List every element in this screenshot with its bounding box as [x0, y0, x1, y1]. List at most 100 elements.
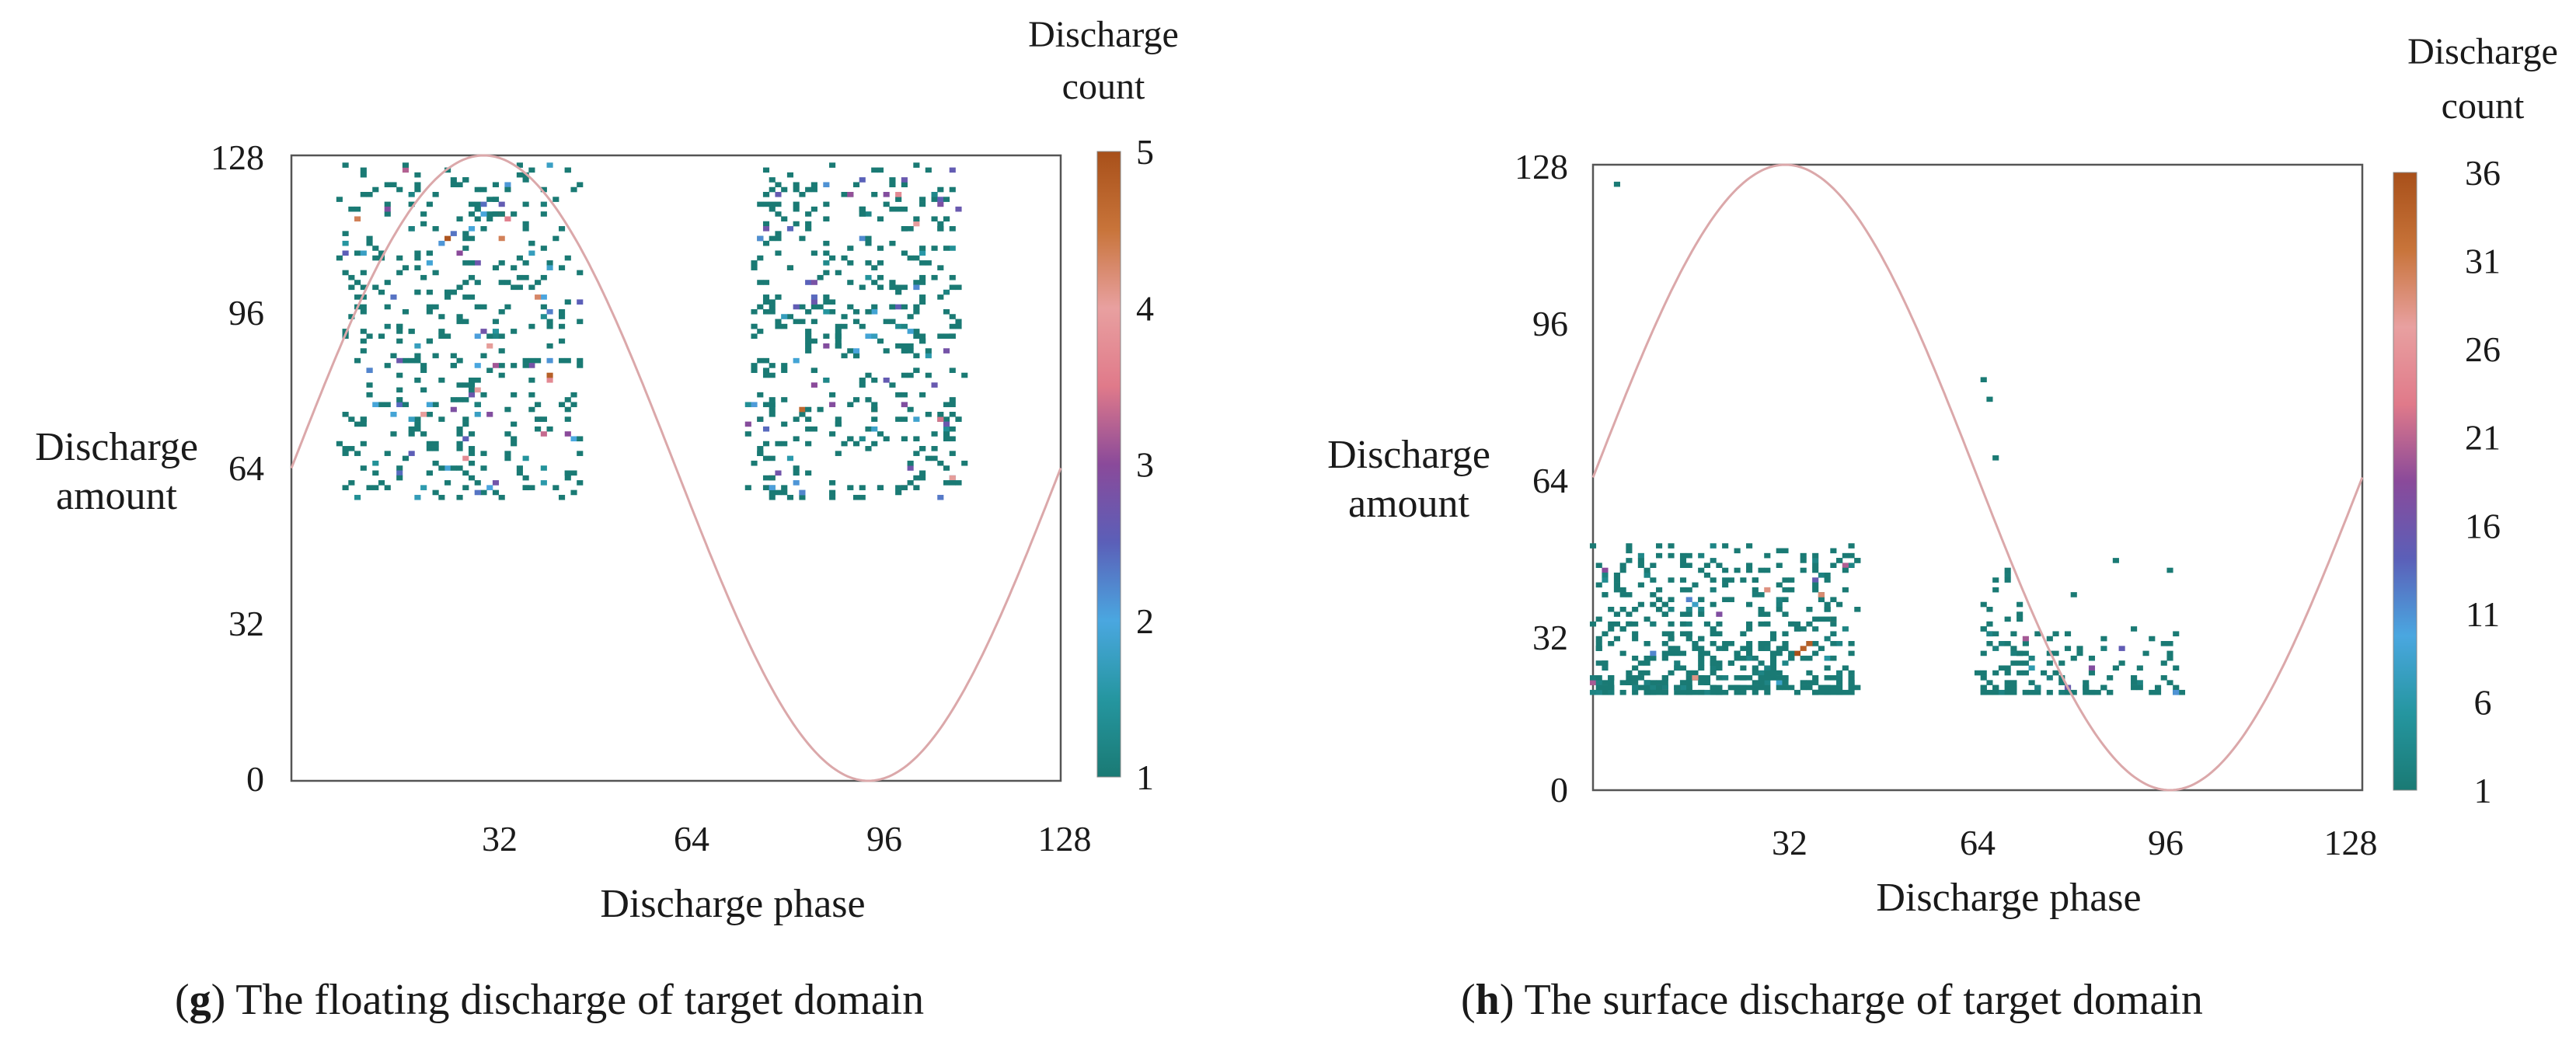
scatter-point	[1602, 631, 1609, 637]
scatter-point	[474, 480, 481, 486]
scatter-point	[468, 451, 476, 456]
scatter-point	[558, 494, 566, 500]
scatter-point	[1668, 577, 1675, 583]
scatter-point	[859, 206, 866, 212]
scatter-point	[919, 246, 926, 251]
scatter-point	[859, 382, 866, 388]
scatter-point	[366, 333, 373, 339]
scatter-point	[1746, 601, 1753, 608]
scatter-point	[577, 363, 584, 368]
scatter-point	[889, 319, 896, 325]
scatter-point	[522, 226, 529, 232]
scatter-point	[546, 308, 553, 315]
scatter-point	[1613, 611, 1620, 617]
scatter-point	[450, 177, 457, 183]
scatter-point	[438, 240, 445, 246]
scatter-point	[1776, 684, 1783, 691]
scatter-point	[823, 201, 830, 207]
scatter-point	[871, 265, 878, 270]
scatter-point	[901, 226, 908, 232]
scatter-point	[865, 260, 872, 266]
colorbar-tick-label: 3	[1136, 445, 1154, 485]
scatter-point	[2088, 689, 2096, 695]
scatter-point	[414, 416, 421, 422]
scatter-point	[438, 465, 445, 471]
scatter-point	[943, 416, 950, 422]
scatter-point	[937, 333, 944, 339]
scatter-point	[769, 402, 776, 408]
scatter-point	[1632, 636, 1639, 642]
scatter-point	[931, 216, 938, 222]
scatter-point	[2107, 689, 2114, 695]
caption-letter: g	[190, 976, 211, 1024]
scatter-point	[925, 260, 932, 266]
scatter-point	[1608, 675, 1615, 681]
scatter-point	[1722, 597, 1729, 603]
scatter-point	[1619, 567, 1626, 573]
scatter-point	[1661, 631, 1668, 637]
scatter-point	[817, 304, 824, 310]
scatter-point	[1716, 563, 1723, 569]
scatter-point	[414, 255, 421, 261]
scatter-point	[1812, 563, 1819, 569]
scatter-point	[1788, 650, 1795, 657]
scatter-point	[492, 333, 500, 339]
scatter-point	[1668, 621, 1675, 627]
scatter-point	[462, 246, 469, 251]
scatter-point	[931, 197, 938, 202]
scatter-point	[835, 343, 842, 349]
scatter-point	[931, 382, 938, 388]
scatter-point	[1769, 670, 1777, 676]
scatter-point	[757, 235, 764, 242]
scatter-point	[384, 402, 391, 408]
scatter-point	[522, 177, 529, 183]
scatter-point	[1637, 563, 1644, 569]
scatter-point	[426, 412, 433, 417]
scatter-point	[913, 280, 920, 285]
scatter-point	[810, 182, 817, 188]
scatter-point	[408, 192, 415, 197]
scatter-point	[1661, 680, 1668, 685]
scatter-point	[871, 304, 878, 310]
scatter-point	[540, 416, 547, 422]
scatter-point	[577, 436, 584, 442]
scatter-point	[2010, 689, 2017, 695]
scatter-point	[504, 186, 511, 193]
scatter-point	[504, 304, 511, 310]
scatter-point	[1824, 655, 1831, 661]
scatter-point	[450, 353, 457, 359]
scatter-point	[1661, 611, 1668, 617]
scatter-point	[1746, 684, 1753, 691]
scatter-point	[420, 221, 427, 227]
scatter-point	[913, 221, 920, 227]
scatter-point	[516, 172, 523, 178]
scatter-point	[931, 192, 938, 197]
scatter-point	[1758, 660, 1765, 666]
scatter-point	[775, 489, 782, 496]
scatter-point	[462, 280, 469, 285]
scatter-point	[757, 255, 764, 261]
scatter-point	[1608, 680, 1615, 685]
scatter-point	[1769, 636, 1777, 642]
scatter-point	[1812, 650, 1819, 657]
scatter-point	[1644, 572, 1651, 578]
scatter-point	[925, 167, 932, 173]
scatter-point	[762, 280, 770, 285]
scatter-point	[775, 182, 782, 188]
scatter-point	[847, 192, 854, 197]
scatter-point	[540, 201, 547, 207]
scatter-point	[540, 480, 547, 486]
scatter-point	[751, 460, 758, 466]
scatter-point	[841, 314, 848, 319]
scatter-point	[931, 274, 938, 280]
scatter-point	[372, 255, 379, 261]
scatter-point	[1703, 689, 1711, 695]
scatter-point	[1644, 655, 1651, 661]
scatter-point	[1650, 577, 1657, 583]
scatter-point	[762, 201, 770, 207]
scatter-point	[889, 382, 896, 388]
scatter-point	[540, 304, 547, 310]
scatter-point	[2107, 675, 2114, 681]
scatter-point	[1668, 543, 1675, 549]
scatter-point	[414, 426, 421, 432]
